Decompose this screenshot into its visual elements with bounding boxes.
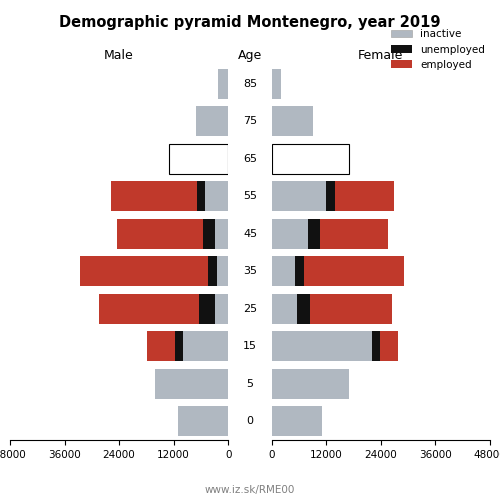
Bar xyxy=(182,331,228,361)
Bar xyxy=(272,406,322,436)
Bar xyxy=(98,294,198,324)
Bar xyxy=(272,144,349,174)
Text: 15: 15 xyxy=(243,341,257,351)
Bar xyxy=(272,331,372,361)
Bar xyxy=(214,219,228,248)
Bar xyxy=(178,406,228,436)
Bar xyxy=(334,181,394,211)
Bar xyxy=(326,181,334,211)
Bar xyxy=(208,256,217,286)
Bar xyxy=(111,181,198,211)
Text: www.iz.sk/RME00: www.iz.sk/RME00 xyxy=(205,485,295,495)
Bar xyxy=(198,294,214,324)
Bar xyxy=(156,369,228,399)
Bar xyxy=(272,68,281,99)
Bar xyxy=(272,181,326,211)
Bar xyxy=(203,219,214,248)
Title: Age: Age xyxy=(238,50,262,62)
Bar xyxy=(372,331,380,361)
Bar xyxy=(294,256,304,286)
Text: 75: 75 xyxy=(243,116,257,126)
Title: Male: Male xyxy=(104,50,134,62)
Bar xyxy=(320,219,388,248)
Bar xyxy=(304,256,404,286)
Text: 45: 45 xyxy=(243,229,257,239)
Bar xyxy=(310,294,392,324)
Bar xyxy=(297,294,310,324)
Bar xyxy=(217,256,228,286)
Bar xyxy=(218,68,228,99)
Bar xyxy=(169,144,228,174)
Legend: inactive, unemployed, employed: inactive, unemployed, employed xyxy=(387,25,489,74)
Text: Demographic pyramid Montenegro, year 2019: Demographic pyramid Montenegro, year 201… xyxy=(60,15,441,30)
Text: 85: 85 xyxy=(243,78,257,89)
Text: 0: 0 xyxy=(246,416,254,426)
Bar xyxy=(80,256,208,286)
Text: 55: 55 xyxy=(243,191,257,201)
Text: 5: 5 xyxy=(246,379,254,389)
Text: 35: 35 xyxy=(243,266,257,276)
Bar xyxy=(117,219,203,248)
Bar xyxy=(272,256,294,286)
Bar xyxy=(308,219,320,248)
Bar xyxy=(272,369,349,399)
Text: 25: 25 xyxy=(243,304,257,314)
Bar xyxy=(148,331,174,361)
Bar xyxy=(198,181,205,211)
Bar xyxy=(272,294,297,324)
Bar xyxy=(174,331,182,361)
Bar xyxy=(380,331,398,361)
Bar xyxy=(272,106,312,136)
Bar xyxy=(272,219,308,248)
Bar xyxy=(206,181,228,211)
Bar xyxy=(214,294,228,324)
Text: 65: 65 xyxy=(243,154,257,164)
Bar xyxy=(196,106,228,136)
Title: Female: Female xyxy=(358,50,404,62)
